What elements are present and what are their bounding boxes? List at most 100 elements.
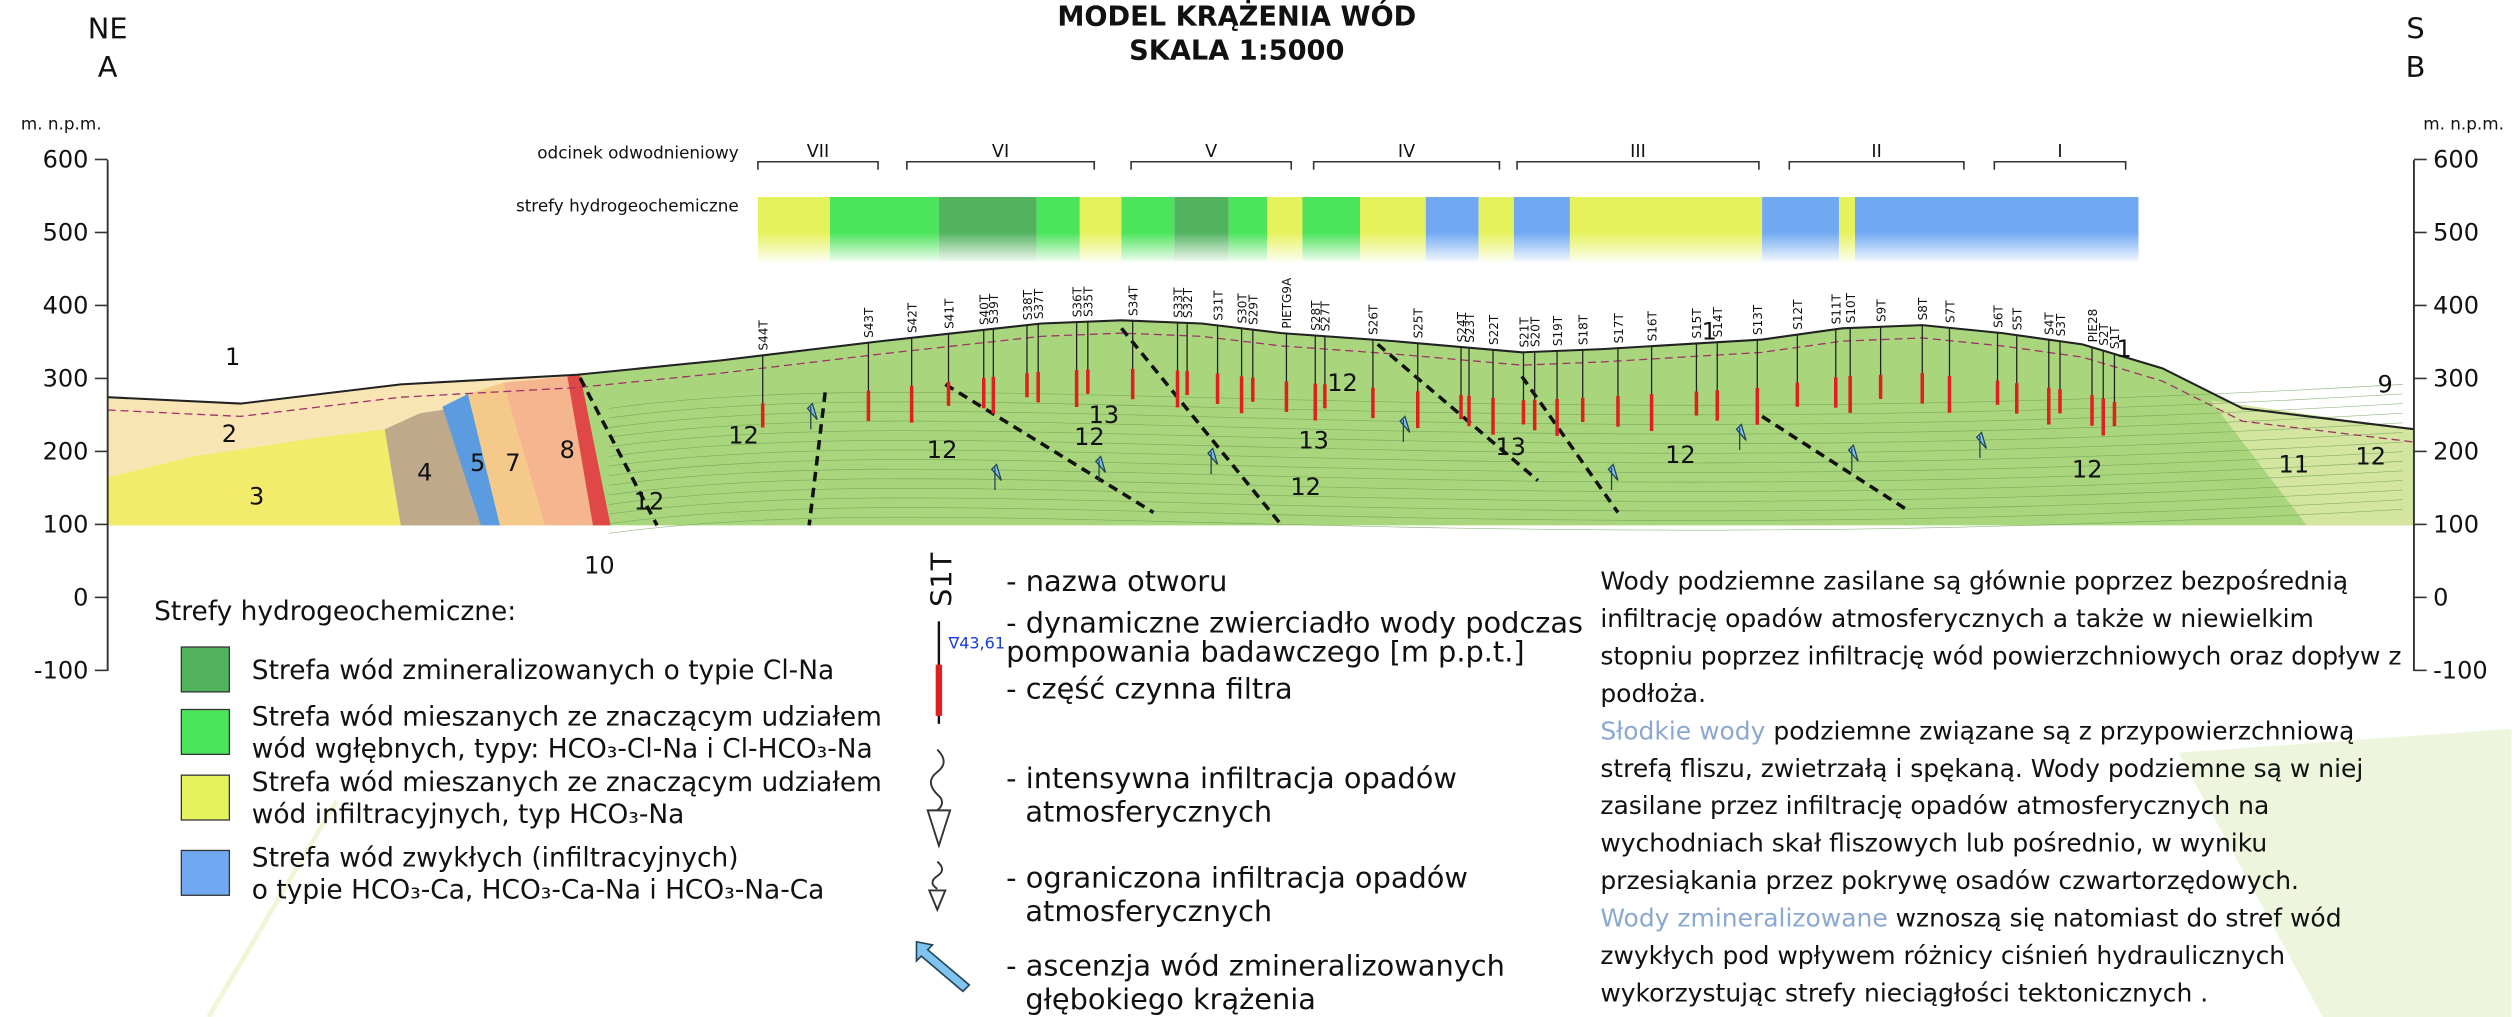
well-name: S41T — [942, 298, 956, 329]
zone-label: 2 — [222, 420, 237, 448]
zone-label: 12 — [2072, 455, 2103, 483]
tick-label: 600 — [43, 145, 89, 173]
paragraph-line: wychodniach skał fliszowych lub pośredni… — [1600, 829, 2267, 858]
well-name: S5T — [2011, 307, 2025, 330]
well-name: S34T — [1126, 285, 1140, 316]
paragraph-line: Wody podziemne zasilane są głównie poprz… — [1600, 566, 2348, 595]
section-label: I — [2057, 142, 2062, 162]
tick-label: 100 — [2433, 510, 2479, 538]
legend-label: o typie HCO₃-Ca, HCO₃-Ca-Na i HCO₃-Na-Ca — [252, 874, 825, 905]
zone-label: 8 — [560, 436, 575, 464]
tick-label: 0 — [73, 583, 88, 611]
legend-label: wód infiltracyjnych, typ HCO₃-Na — [252, 799, 685, 830]
tick-label: 300 — [2433, 364, 2479, 392]
zone-label: 13 — [1495, 433, 1526, 461]
paragraph-line: strefą fliszu, zwietrzałą i spękaną. Wod… — [1600, 754, 2363, 783]
zone-label: 7 — [505, 449, 520, 477]
well-name: S29T — [1247, 294, 1261, 325]
symbol-label: atmosferycznych — [1025, 795, 1272, 829]
section-bracket — [1314, 162, 1500, 170]
point: B — [2406, 50, 2426, 84]
well-name: S43T — [862, 307, 876, 338]
axis-unit: m. n.p.m. — [2423, 114, 2504, 134]
zone-label: 12 — [2355, 442, 2386, 470]
legend-label: Strefa wód mieszanych ze znaczącym udzia… — [252, 767, 882, 798]
paragraph-line: infiltrację opadów atmosferycznych a tak… — [1600, 604, 2314, 633]
tick-label: 400 — [43, 291, 89, 319]
well-name: S23T — [1463, 312, 1477, 343]
tick-label: 100 — [43, 510, 89, 538]
well-name: S20T — [1528, 316, 1542, 347]
zone-label: 10 — [584, 551, 615, 579]
section-bracket — [1789, 162, 1964, 170]
direction: S — [2406, 11, 2424, 45]
infiltration-icon — [928, 750, 950, 846]
symbol-label: - nazwa otworu — [1006, 564, 1227, 598]
paragraph-line: zwykłych pod wpływem różnicy ciśnień hyd… — [1600, 941, 2285, 970]
well-name: S3T — [2054, 313, 2068, 336]
symbol-label: - część czynna filtra — [1006, 671, 1293, 705]
water-level: ∇43,61 — [947, 634, 1005, 653]
text: wznoszą się natomiast do stref wód — [1888, 904, 2342, 933]
well-name: S6T — [1991, 305, 2005, 328]
section-bracket — [758, 162, 878, 170]
zone-label: 13 — [1089, 401, 1120, 429]
zone-label: 12 — [1290, 473, 1321, 501]
well-name: S12T — [1791, 299, 1805, 330]
text: podziemne związane są z przypowierzchnio… — [1765, 716, 2354, 745]
infiltration-icon — [929, 862, 945, 910]
zone-label: 1 — [1702, 318, 1717, 346]
section-label: II — [1871, 142, 1881, 162]
axis-unit: m. n.p.m. — [21, 114, 102, 134]
zone-label: 1 — [225, 343, 240, 371]
symbol-label: - intensywna infiltracja opadów — [1006, 761, 1457, 795]
well-name: S42T — [905, 302, 919, 333]
section-bracket — [1131, 162, 1291, 170]
symbol-label: głębokiego krążenia — [1025, 982, 1316, 1016]
well-name: S18T — [1577, 314, 1591, 345]
paragraph-line: zasilane przez infiltrację opadów atmosf… — [1600, 791, 2269, 820]
zone-label: 11 — [2279, 450, 2310, 478]
zone-label: 12 — [1665, 441, 1696, 469]
section-label: VII — [807, 142, 829, 162]
zone-label: 12 — [728, 422, 759, 450]
paragraph-line: stopniu poprzez infiltrację wód powierzc… — [1600, 641, 2401, 670]
paragraph-line: podłoża. — [1600, 679, 1706, 708]
tick-label: 0 — [2433, 583, 2448, 611]
decoration — [209, 801, 337, 1017]
symbol-label: pompowania badawczego [m p.p.t.] — [1006, 634, 1524, 668]
well-name: S13T — [1751, 304, 1765, 335]
zone-label: 9 — [2377, 370, 2392, 398]
title: MODEL KRĄŻENIA WÓD — [1057, 1, 1416, 33]
highlight: Wody zmineralizowane — [1600, 904, 1887, 933]
tick-label: -100 — [2433, 656, 2488, 684]
well-name: S37T — [1032, 288, 1046, 319]
legend-label: Strefa wód mieszanych ze znaczącym udzia… — [252, 702, 882, 733]
symbol-label: - ograniczona infiltracja opadów — [1006, 860, 1468, 894]
section-label: VI — [992, 142, 1009, 162]
scale: SKALA 1:5000 — [1129, 35, 1344, 66]
legend-swatch — [181, 775, 229, 820]
well-name-sample: S1T — [925, 552, 959, 607]
tick-label: 500 — [43, 218, 89, 246]
tick-label: -100 — [34, 656, 89, 684]
well-name: S31T — [1211, 290, 1225, 321]
paragraph-line: przesiąkania przez pokrywę osadów czwart… — [1600, 866, 2299, 895]
legend-label: Strefa wód zmineralizowanych o typie Cl-… — [252, 655, 834, 686]
well-name: S17T — [1612, 312, 1626, 343]
paragraph-line: Wody zmineralizowane wznoszą się natomia… — [1600, 904, 2341, 933]
section-label: V — [1205, 142, 1217, 162]
legend: Strefy hydrogeochemiczne: Strefa wód zmi… — [154, 596, 882, 906]
row-label: strefy hydrogeochemiczne — [516, 195, 739, 215]
ascension-icon — [916, 942, 969, 992]
tick-label: 300 — [43, 364, 89, 392]
well-name: S35T — [1082, 286, 1096, 317]
tick-label: 500 — [2433, 218, 2479, 246]
well-name: S39T — [987, 293, 1001, 324]
well-name: S16T — [1645, 310, 1659, 341]
well-name: S44T — [757, 320, 771, 351]
legend-swatch — [181, 709, 229, 754]
zone-label: 3 — [249, 482, 264, 510]
symbol-label: atmosferycznych — [1025, 894, 1272, 928]
paragraph-line: wykorzystując strefy nieciągłości tekton… — [1600, 979, 2208, 1008]
